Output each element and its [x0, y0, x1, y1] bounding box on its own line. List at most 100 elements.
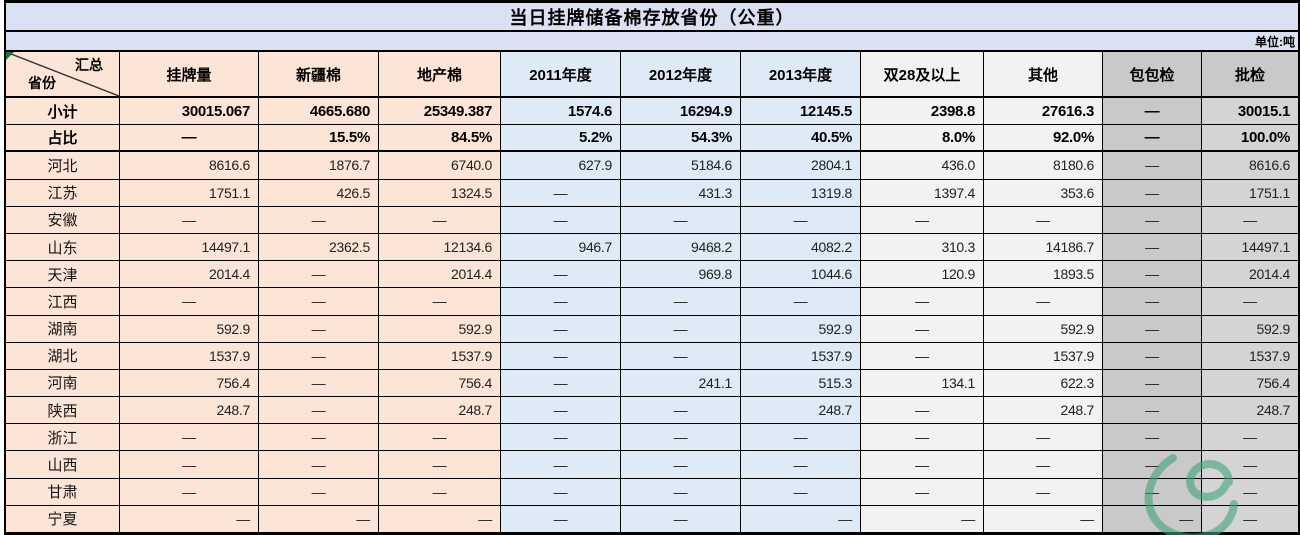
cell: — — [501, 424, 621, 451]
cell: 592.9 — [984, 315, 1103, 342]
cell: — — [741, 505, 861, 532]
cell: — — [1202, 206, 1298, 233]
cell: — — [501, 342, 621, 369]
cell: 2014.4 — [379, 261, 501, 288]
table-row-湖南: 湖南 592.9—592.9— —592.9—592.9—592.9 — [6, 315, 1298, 343]
cell: — — [1103, 288, 1202, 315]
cell: — — [621, 424, 741, 451]
row-header: 宁夏 — [6, 505, 120, 532]
cell: — — [501, 206, 621, 233]
cell: 248.7 — [120, 397, 259, 424]
cell: 1893.5 — [984, 261, 1103, 288]
cell: — — [501, 179, 621, 206]
cell: — — [621, 397, 741, 424]
cell: — — [120, 505, 259, 532]
cell: 8.0% — [861, 125, 984, 151]
cell: 4665.680 — [259, 98, 379, 125]
cell: — — [984, 478, 1103, 505]
cell: 30015.1 — [1202, 98, 1298, 125]
cell: — — [621, 505, 741, 532]
cell: — — [1202, 451, 1298, 478]
cell: — — [621, 206, 741, 233]
cell: 946.7 — [501, 233, 621, 261]
cell: — — [1103, 478, 1202, 505]
corner-label-bottom: 省份 — [28, 75, 56, 91]
cell: — — [379, 288, 501, 315]
row-header: 河北 — [6, 152, 120, 179]
cell: — — [984, 424, 1103, 451]
cell: — — [1103, 342, 1202, 369]
cell: 431.3 — [621, 179, 741, 206]
cell: — — [861, 342, 984, 369]
unit-label: 单位:吨 — [6, 32, 1298, 52]
column-header-6: 双28及以上 — [861, 52, 984, 96]
cell: — — [120, 206, 259, 233]
column-header-4: 2012年度 — [621, 52, 741, 96]
table-row-江苏: 江苏 1751.1 426.5 1324.5—431.3 1319.8 1397.4 353… — [6, 179, 1298, 207]
cell: — — [259, 451, 379, 478]
cell: — — [501, 288, 621, 315]
cell: 14186.7 — [984, 233, 1103, 261]
cell: — — [120, 451, 259, 478]
table-row-河南: 河南 756.4—756.4—241.1 515.3 134.1 622.3—756.4 — [6, 369, 1298, 398]
row-header: 小计 — [6, 98, 120, 125]
cell: 25349.387 — [379, 98, 501, 125]
table-row-浙江: 浙江 — — — — — — — — — — — [6, 424, 1298, 452]
cell: — — [621, 288, 741, 315]
cell: 248.7 — [1202, 397, 1298, 424]
cell: — — [741, 206, 861, 233]
column-header-9: 批检 — [1202, 52, 1298, 96]
cell: 1397.4 — [861, 179, 984, 206]
cell: — — [1202, 505, 1298, 532]
row-header: 甘肃 — [6, 478, 120, 505]
cell: — — [1103, 152, 1202, 179]
cell: 1324.5 — [379, 179, 501, 206]
cell: — — [621, 451, 741, 478]
cell: — — [1103, 179, 1202, 206]
row-header: 湖南 — [6, 315, 120, 342]
cell: — — [1103, 397, 1202, 424]
cell: 592.9 — [741, 315, 861, 342]
corner-header: 汇总 省份 — [6, 52, 120, 96]
cell: 310.3 — [861, 233, 984, 261]
row-header: 陕西 — [6, 397, 120, 424]
cell: 969.8 — [621, 261, 741, 288]
column-header-3: 2011年度 — [501, 52, 621, 96]
cell: — — [259, 288, 379, 315]
cell: — — [861, 478, 984, 505]
cell: — — [861, 288, 984, 315]
cell: — — [259, 424, 379, 451]
cell: 40.5% — [741, 125, 861, 151]
table-row-甘肃: 甘肃 — — — — — — — — — — — [6, 478, 1298, 506]
page-title: 当日挂牌储备棉存放省份（公重） — [6, 3, 1298, 32]
cell: — — [259, 397, 379, 424]
cell: 756.4 — [379, 369, 501, 397]
cell: 1044.6 — [741, 261, 861, 288]
cell: 12145.5 — [741, 98, 861, 125]
cell: — — [379, 505, 501, 532]
table-row-山西: 山西 — — — — — — — — — — — [6, 451, 1298, 479]
diagonal-divider — [6, 52, 119, 96]
table-row-江西: 江西 — — — — — — — — — — — [6, 288, 1298, 316]
cell: — — [741, 424, 861, 451]
cell: 1319.8 — [741, 179, 861, 206]
cell: — — [120, 478, 259, 505]
cell: — — [984, 505, 1103, 532]
cell: — — [501, 315, 621, 342]
cell: 1751.1 — [1202, 179, 1298, 206]
cell: — — [861, 397, 984, 424]
cell: — — [861, 451, 984, 478]
cell: 2398.8 — [861, 98, 984, 125]
cell: 2362.5 — [259, 233, 379, 261]
cell: 592.9 — [379, 315, 501, 342]
cell: — — [379, 206, 501, 233]
cell: 2014.4 — [1202, 261, 1298, 288]
cell: — — [501, 478, 621, 505]
row-header: 山西 — [6, 451, 120, 478]
table-row-湖北: 湖北 1537.9—1537.9— —1537.9—1537.9—1537.9 — [6, 342, 1298, 370]
cell: 1537.9 — [379, 342, 501, 369]
cell: 14497.1 — [1202, 233, 1298, 261]
row-header: 江苏 — [6, 179, 120, 206]
cell: 1876.7 — [259, 152, 379, 179]
column-header-2: 地产棉 — [379, 52, 501, 96]
